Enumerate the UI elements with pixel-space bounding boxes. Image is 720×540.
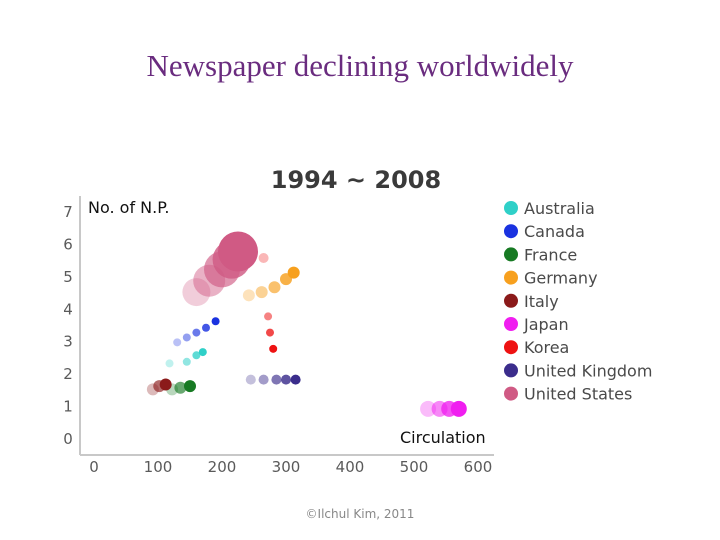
legend-entry: Canada (524, 222, 585, 241)
data-point (266, 328, 274, 337)
legend-marker (504, 201, 518, 215)
legend-marker (504, 247, 518, 262)
slide-title: Newspaper declining worldwidely (146, 48, 574, 83)
y-tick-label: 5 (63, 268, 73, 286)
data-point (281, 374, 291, 385)
legend-marker (504, 363, 518, 378)
y-tick-label: 2 (63, 365, 73, 383)
y-tick-label: 0 (63, 430, 73, 448)
legend-entry: France (524, 245, 577, 264)
data-point (290, 374, 301, 385)
data-point (182, 278, 211, 307)
y-tick-label: 7 (63, 203, 73, 221)
chart-title: 1994 ~ 2008 (271, 166, 441, 194)
data-point (255, 286, 268, 299)
data-point (192, 328, 201, 337)
legend-marker (504, 224, 518, 239)
legend-marker (504, 340, 518, 355)
data-point (268, 281, 281, 294)
x-tick-label: 100 (144, 458, 173, 476)
data-point (258, 374, 269, 385)
data-point (165, 359, 174, 368)
legend-entry: Japan (523, 315, 569, 334)
y-tick-label: 4 (63, 300, 73, 318)
x-tick-label: 400 (336, 458, 365, 476)
legend-entry: United Kingdom (524, 361, 652, 380)
y-tick-label: 3 (63, 333, 73, 351)
data-point (264, 312, 273, 321)
data-point (269, 344, 278, 353)
x-tick-label: 300 (272, 458, 301, 476)
legend-marker (504, 293, 518, 308)
y-axis-label: No. of N.P. (88, 198, 169, 217)
legend-marker (504, 317, 518, 331)
x-axis-label: Circulation (400, 428, 486, 447)
data-point (287, 266, 300, 279)
y-tick-label: 6 (63, 235, 73, 253)
data-point (182, 333, 191, 342)
data-point (420, 400, 437, 417)
data-point (211, 317, 220, 326)
copyright-footer: ©Ilchul Kim, 2011 (305, 507, 415, 521)
x-tick-label: 200 (208, 458, 237, 476)
x-tick-label: 500 (400, 458, 429, 476)
x-tick-label: 600 (464, 458, 493, 476)
legend-entry: Germany (524, 269, 598, 288)
legend-entry: United States (524, 385, 632, 404)
data-point (182, 357, 191, 366)
data-point (258, 253, 269, 264)
data-point (198, 348, 207, 357)
axis-ticks: 0 1 2 3 4 5 6 7 0 100 200 300 400 500 600 (63, 203, 492, 476)
data-point (245, 374, 256, 385)
data-point (271, 374, 282, 385)
data-point (242, 289, 255, 302)
data-point (202, 323, 210, 332)
data-point (218, 231, 258, 272)
legend-marker (504, 270, 518, 285)
plot-area (79, 196, 494, 456)
legend-entry: Australia (524, 199, 595, 218)
data-point (173, 338, 182, 347)
data-point (174, 381, 187, 394)
data-point (450, 400, 467, 417)
y-tick-label: 1 (63, 398, 73, 416)
legend-entry: Italy (524, 292, 559, 311)
x-tick-label: 0 (89, 458, 99, 476)
data-point (192, 351, 201, 360)
data-point (159, 378, 172, 391)
legend-entry: Korea (524, 338, 569, 357)
legend: Australia Canada France Germany Italy Japan Ko… (504, 199, 652, 404)
data-point (184, 380, 196, 393)
legend-marker (504, 386, 518, 401)
